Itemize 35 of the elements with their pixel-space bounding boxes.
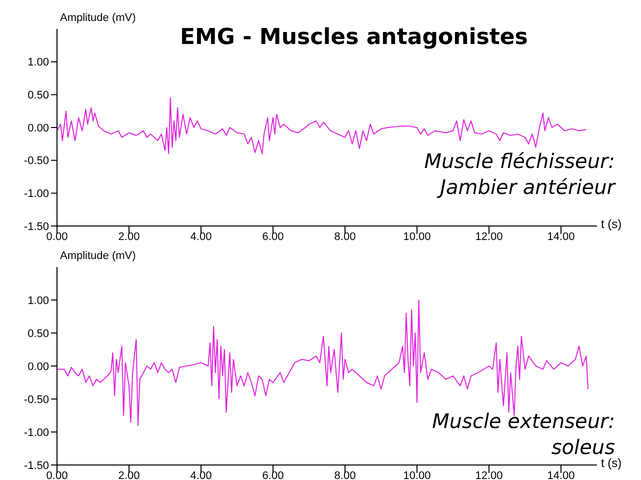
y-tick-label: -1.00 — [24, 188, 49, 200]
x-tick-label: 0.00 — [46, 230, 68, 243]
y-tick-label: -1.00 — [24, 426, 49, 439]
x-tick-label: 14.00 — [547, 230, 575, 243]
x-tick-label: 2.00 — [118, 230, 140, 243]
y-tick-label: -0.50 — [24, 155, 49, 168]
y-axis-title: Amplitude (mV) — [60, 12, 136, 24]
x-tick-label: 12.00 — [475, 470, 503, 480]
y-tick-label: 0.00 — [28, 122, 49, 134]
x-tick-label: 14.00 — [547, 470, 575, 480]
x-tick-label: 6.00 — [262, 230, 284, 243]
x-tick-label: 10.00 — [403, 230, 431, 243]
x-tick-label: 4.00 — [190, 470, 212, 480]
annotation: Muscle extenseur: soleus — [432, 408, 615, 459]
x-tick-label: 12.00 — [475, 230, 503, 243]
x-axis-title: t (s) — [601, 217, 622, 231]
x-tick-label: 0.00 — [46, 470, 68, 480]
x-tick-label: 2.00 — [118, 470, 140, 480]
y-tick-label: 0.50 — [28, 328, 49, 340]
y-tick-label: 0.00 — [28, 360, 49, 373]
x-tick-label: 4.00 — [190, 230, 212, 243]
chart-title: EMG - Muscles antagonistes — [180, 25, 528, 50]
x-tick-label: 8.00 — [334, 230, 356, 243]
y-tick-label: 1.00 — [28, 294, 49, 307]
y-axis-title: Amplitude (mV) — [60, 250, 136, 262]
x-tick-label: 8.00 — [334, 470, 356, 480]
y-tick-label: -0.50 — [24, 394, 49, 406]
x-tick-label: 10.00 — [403, 470, 431, 480]
y-tick-label: 1.00 — [28, 56, 49, 69]
x-axis-title: t (s) — [601, 456, 622, 470]
y-tick-label: 0.50 — [28, 90, 49, 102]
x-tick-label: 6.00 — [262, 470, 284, 480]
y-tick-label: -1.50 — [24, 220, 49, 233]
y-tick-label: -1.50 — [24, 460, 49, 472]
annotation: Muscle fléchisseur: Jambier antérieur — [424, 148, 615, 200]
